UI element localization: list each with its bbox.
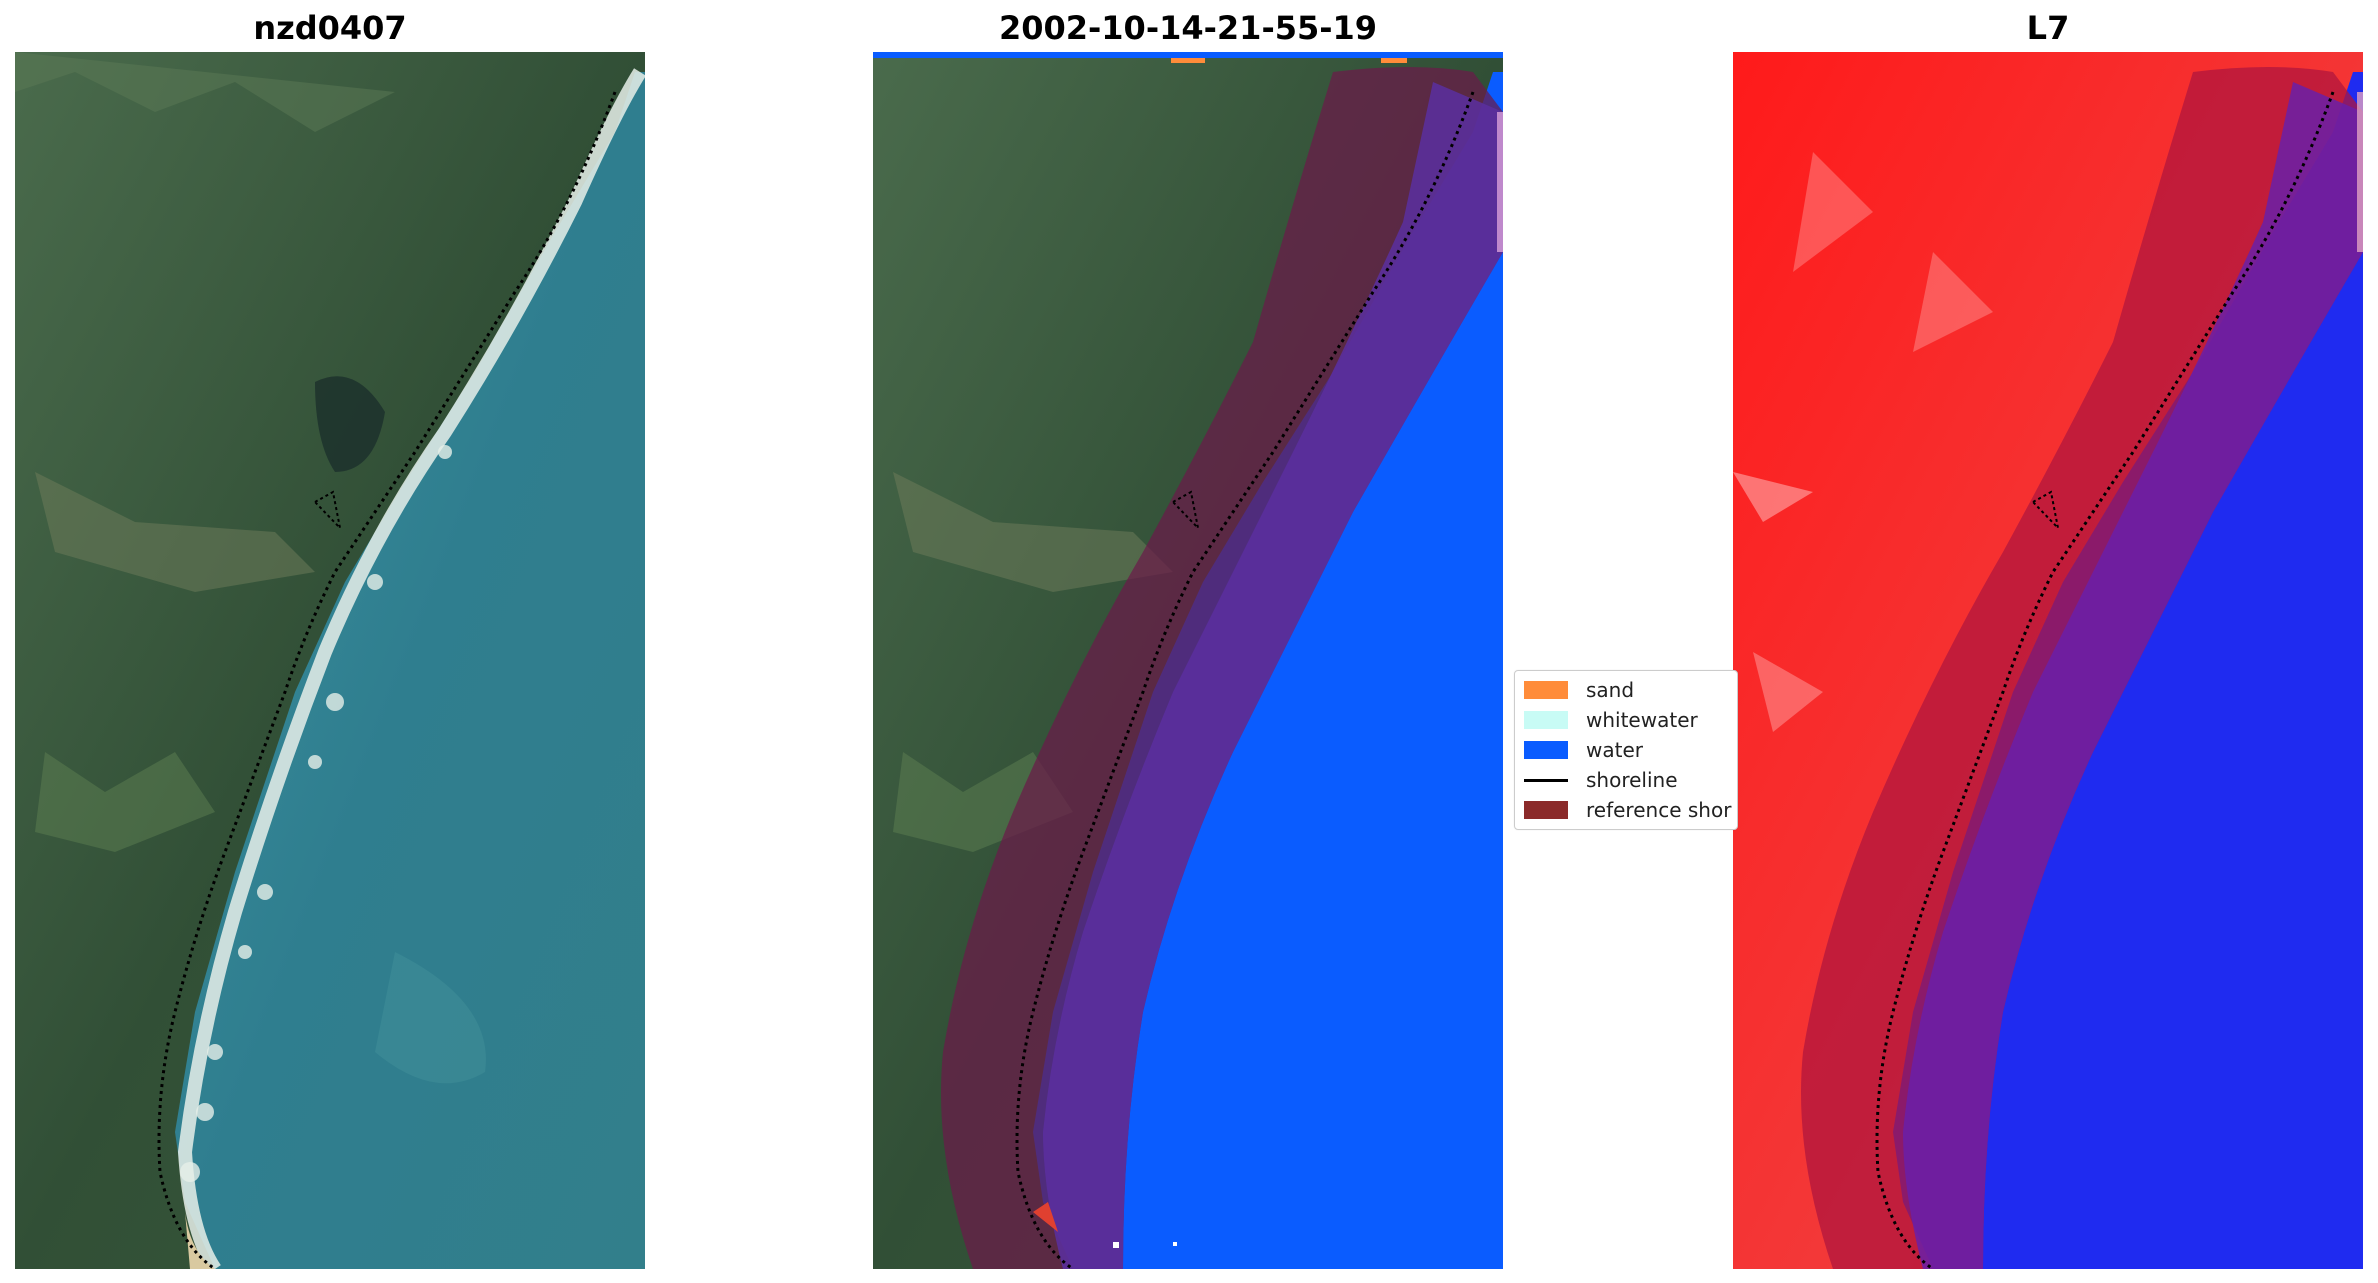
- legend-item-reference-shoreline: reference shor: [1524, 797, 1731, 823]
- rgb-image: [15, 52, 645, 1269]
- legend-item-sand: sand: [1524, 677, 1634, 703]
- sea-area: [175, 72, 645, 1269]
- index-image: [1733, 52, 2363, 1269]
- legend-label: reference shor: [1586, 798, 1732, 822]
- legend-item-shoreline: shoreline: [1524, 767, 1678, 793]
- classified-image-panel: [873, 52, 1503, 1269]
- legend-label: sand: [1586, 678, 1635, 702]
- panel-title-middle: 2002-10-14-21-55-19: [998, 9, 1378, 47]
- land-texture: [15, 52, 395, 132]
- legend-label: whitewater: [1586, 708, 1698, 732]
- legend: sand whitewater water shoreline referenc…: [1514, 670, 1738, 830]
- panel-title-left: nzd0407: [253, 9, 407, 47]
- legend-swatch-water: [1524, 741, 1568, 759]
- surf-zone: [177, 68, 645, 1269]
- legend-item-water: water: [1524, 737, 1643, 763]
- shoreline: [1015, 91, 1475, 1269]
- legend-swatch-whitewater: [1524, 711, 1568, 729]
- shoreline: [157, 91, 617, 1269]
- legend-swatch-shoreline: [1524, 778, 1568, 782]
- shoreline: [1875, 91, 2335, 1269]
- index-image-panel: [1733, 52, 2363, 1269]
- rgb-image-panel: [15, 52, 645, 1269]
- legend-item-whitewater: whitewater: [1524, 707, 1698, 733]
- legend-label: shoreline: [1586, 768, 1678, 792]
- legend-swatch-sand: [1524, 681, 1568, 699]
- legend-swatch-reference-shoreline: [1524, 801, 1568, 819]
- panel-title-right: L7: [2026, 9, 2070, 47]
- legend-label: water: [1586, 738, 1643, 762]
- classified-image: [873, 52, 1503, 1269]
